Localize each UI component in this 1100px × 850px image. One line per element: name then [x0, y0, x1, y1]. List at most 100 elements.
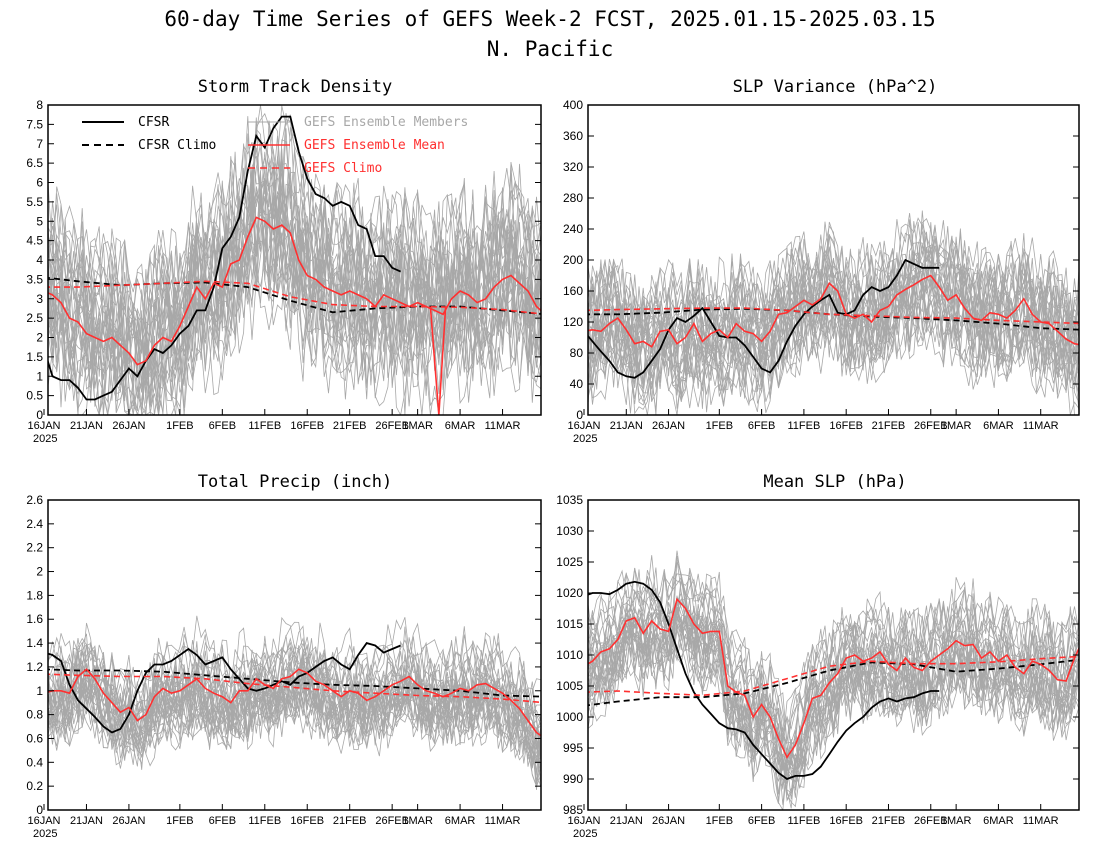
- y-tick-label: 160: [563, 284, 583, 298]
- ensemble-member-line: [588, 592, 1079, 766]
- x-year-label: 2025: [573, 433, 597, 445]
- x-tick-label: 6MAR: [983, 815, 1014, 827]
- mean-dropout-spike: [429, 306, 447, 415]
- data-layer: [588, 550, 1079, 810]
- x-tick-label: 21FEB: [333, 420, 367, 432]
- panel-title: Storm Track Density: [198, 77, 392, 97]
- x-tick-label: 6FEB: [209, 815, 237, 827]
- x-tick-label: 6MAR: [445, 815, 476, 827]
- panel-title: Total Precip (inch): [198, 472, 392, 492]
- y-tick-label: 0: [36, 803, 43, 817]
- y-tick-label: 2.2: [26, 541, 43, 555]
- x-tick-label: 26JAN: [652, 815, 685, 827]
- y-tick-label: 1015: [556, 617, 583, 631]
- ensemble-member-line: [588, 626, 1079, 787]
- y-tick-label: 4: [36, 253, 43, 267]
- ensemble-member-line: [48, 175, 541, 400]
- y-tick-label: 0: [576, 408, 583, 422]
- y-tick-label: 40: [570, 377, 584, 391]
- ensemble-member-line: [48, 661, 541, 764]
- plot-area: 985 990 995 1000 1005 1010 1015 1020 1025 1030 103…: [556, 493, 1080, 840]
- legend-mean-label: GEFS Ensemble Mean: [304, 138, 445, 153]
- data-layer: [48, 105, 541, 415]
- x-tick-label: 21JAN: [70, 815, 103, 827]
- y-tick-label: 120: [563, 315, 583, 329]
- ensemble-member-line: [588, 289, 1079, 415]
- x-year-label: 2025: [33, 433, 57, 445]
- ensemble-member-line: [48, 196, 541, 415]
- x-tick-label: 1FEB: [166, 815, 194, 827]
- y-tick-label: 1035: [556, 493, 583, 507]
- y-tick-label: 1.8: [26, 588, 43, 602]
- y-tick-label: 3.5: [26, 272, 43, 286]
- x-tick-label: 1FEB: [706, 815, 734, 827]
- panel-storm-track-density: Storm Track Density 0 0.5 1 1.5 2 2.5 3 3.5 4 4.5…: [26, 77, 542, 445]
- y-tick-label: 5: [36, 214, 43, 228]
- ensemble-member-line: [48, 680, 541, 785]
- data-layer: [588, 210, 1079, 415]
- x-tick-label: 1MAR: [402, 420, 433, 432]
- ensemble-member-line: [48, 656, 541, 764]
- panel-title: SLP Variance (hPa^2): [733, 77, 938, 97]
- series-cfsr: [588, 258, 940, 379]
- x-tick-label: 11MAR: [1023, 420, 1059, 432]
- figure-title: 60-day Time Series of GEFS Week-2 FCST, …: [164, 7, 935, 31]
- series-cfsr: [48, 642, 401, 734]
- x-tick-label: 11FEB: [787, 420, 820, 432]
- plot-area: 0 40 80 120 160 200 240 280 320 360 400 16JAN 21JAN 2…: [563, 98, 1080, 445]
- ensemble-member-line: [588, 615, 1079, 794]
- x-tick-label: 21FEB: [872, 815, 906, 827]
- x-tick-label: 21JAN: [70, 420, 103, 432]
- y-tick-label: 2: [36, 331, 43, 345]
- x-tick-label: 1MAR: [941, 420, 972, 432]
- plot-area: 0 0.2 0.4 0.6 0.8 1 1.2 1.4 1.6 1.8 2 2.2 2.4 2.6 16JA…: [26, 493, 542, 840]
- y-tick-label: 0.8: [26, 708, 43, 722]
- x-tick-label: 26JAN: [652, 420, 685, 432]
- x-tick-label: 6FEB: [748, 420, 776, 432]
- series-gefs-ensemble-mean: [588, 597, 1079, 759]
- y-tick-label: 1005: [556, 679, 583, 693]
- x-tick-label: 1MAR: [402, 815, 433, 827]
- ensemble-member-line: [48, 233, 541, 415]
- x-tick-label: 26FEB: [375, 420, 409, 432]
- y-tick-label: 2.5: [26, 311, 43, 325]
- ensemble-member-line: [48, 151, 541, 393]
- y-tick-label: 200: [563, 253, 583, 267]
- y-tick-label: 0.4: [26, 755, 43, 769]
- x-tick-label: 11FEB: [248, 420, 281, 432]
- y-tick-label: 3: [36, 292, 43, 306]
- x-year-label: 2025: [33, 828, 57, 840]
- y-tick-label: 990: [563, 772, 583, 786]
- y-tick-label: 1.2: [26, 660, 43, 674]
- panel-mean-slp: Mean SLP (hPa) 985 990 995 1000 1005 1010 1015…: [556, 472, 1080, 840]
- x-tick-label: 11MAR: [485, 815, 521, 827]
- y-tick-label: 2.4: [26, 517, 43, 531]
- y-tick-label: 0.6: [26, 731, 43, 745]
- ensemble-member-line: [588, 213, 1079, 341]
- ensemble-member-line: [48, 642, 541, 755]
- series-cfsr-climo: [48, 276, 541, 315]
- x-tick-label: 16JAN: [27, 815, 60, 827]
- ensemble-member-line: [588, 595, 1079, 771]
- x-tick-label: 1FEB: [706, 420, 734, 432]
- ensemble-member-line: [588, 234, 1079, 360]
- y-tick-label: 995: [563, 741, 583, 755]
- series-gefs-climo: [588, 307, 1079, 325]
- ensemble-member-line: [48, 243, 541, 415]
- y-tick-label: 280: [563, 191, 583, 205]
- y-tick-label: 2: [36, 565, 43, 579]
- plot-frame: [47, 499, 542, 811]
- series-cfsr: [588, 580, 940, 781]
- x-tick-label: 26FEB: [914, 420, 948, 432]
- y-tick-label: 0.5: [26, 389, 43, 403]
- ensemble-member-line: [48, 685, 541, 789]
- x-tick-label: 11FEB: [787, 815, 820, 827]
- x-tick-label: 26FEB: [914, 815, 948, 827]
- x-tick-label: 6FEB: [209, 420, 237, 432]
- y-tick-label: 0.2: [26, 779, 43, 793]
- x-tick-label: 16JAN: [27, 420, 60, 432]
- y-tick-label: 1020: [556, 586, 583, 600]
- legend: CFSR CFSR Climo GEFS Ensemble Members GE…: [82, 115, 468, 176]
- x-tick-label: 11FEB: [248, 815, 281, 827]
